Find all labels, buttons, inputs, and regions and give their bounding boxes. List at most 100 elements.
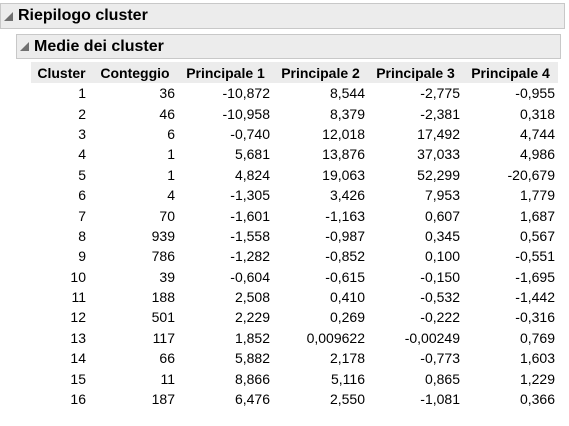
table-cell: 10 <box>70 268 86 285</box>
table-cell: 4,824 <box>234 166 270 183</box>
table-cell: 786 <box>151 248 175 265</box>
column-header[interactable]: Principale 4 <box>463 62 558 83</box>
table-cell: -1,282 <box>230 248 270 265</box>
table-cell: 0,318 <box>519 105 555 122</box>
table-cell: 501 <box>151 309 175 326</box>
table-cell: 13,876 <box>322 146 365 163</box>
table-cell: 39 <box>159 268 175 285</box>
table-cell: 5,882 <box>234 350 270 367</box>
table-cell: 70 <box>159 207 175 224</box>
table-row: 3 6 -0,740 12,018 17,492 4,744 <box>31 124 558 144</box>
column-header[interactable]: Principale 3 <box>368 62 463 83</box>
table-cell: 0,865 <box>424 370 460 387</box>
table-cell: 939 <box>151 227 175 244</box>
table-cell: 2,178 <box>329 350 365 367</box>
table-cell: -10,958 <box>222 105 270 122</box>
table-row: 9 786 -1,282 -0,852 0,100 -0,551 <box>31 246 558 266</box>
table-cell: 2 <box>78 105 86 122</box>
table-row: 7 70 -1,601 -1,163 0,607 1,687 <box>31 205 558 225</box>
table-cell: 5,681 <box>234 146 270 163</box>
outline-header-medie-dei-cluster[interactable]: Medie dei cluster <box>16 34 561 59</box>
column-header[interactable]: Conteggio <box>92 62 178 83</box>
table-cell: 12 <box>70 309 86 326</box>
table-cell: 0,607 <box>424 207 460 224</box>
table-cell: 4,986 <box>519 146 555 163</box>
table-cell: 3 <box>78 125 86 142</box>
table-header-row: Cluster Conteggio Principale 1 Principal… <box>31 62 558 83</box>
table-cell: 37,033 <box>417 146 460 163</box>
table-row: 16 187 6,476 2,550 -1,081 0,366 <box>31 389 558 409</box>
table-cell: 1,229 <box>519 370 555 387</box>
table-cell: 52,299 <box>417 166 460 183</box>
column-header[interactable]: Principale 2 <box>273 62 368 83</box>
cluster-means-table: Cluster Conteggio Principale 1 Principal… <box>31 62 558 409</box>
table-cell: 117 <box>152 329 175 346</box>
table-cell: 12,018 <box>322 125 365 142</box>
table-cell: 7 <box>78 207 86 224</box>
table-cell: 2,508 <box>234 289 270 306</box>
table-cell: -0,773 <box>420 350 460 367</box>
table-cell: 0,567 <box>519 227 555 244</box>
section-title: Medie dei cluster <box>34 37 164 55</box>
table-cell: 6 <box>167 125 175 142</box>
table-row: 5 1 4,824 19,063 52,299 -20,679 <box>31 165 558 185</box>
table-row: 12 501 2,229 0,269 -0,222 -0,316 <box>31 307 558 327</box>
table-cell: -0,222 <box>420 309 460 326</box>
table-cell: 4 <box>78 146 86 163</box>
outline-header-riepilogo-cluster[interactable]: Riepilogo cluster <box>0 3 565 29</box>
table-cell: 0,769 <box>519 329 555 346</box>
table-cell: 4,744 <box>519 125 555 142</box>
column-header[interactable]: Principale 1 <box>178 62 273 83</box>
table-cell: -2,775 <box>420 85 460 102</box>
table-cell: 188 <box>151 289 175 306</box>
table-cell: -0,532 <box>420 289 460 306</box>
table-cell: -1,695 <box>515 268 555 285</box>
table-cell: -1,601 <box>230 207 270 224</box>
disclosure-triangle-icon[interactable] <box>4 11 13 21</box>
table-cell: -0,551 <box>515 248 555 265</box>
table-cell: 9 <box>78 248 86 265</box>
table-cell: -1,558 <box>230 227 270 244</box>
table-cell: -1,163 <box>325 207 365 224</box>
table-cell: -20,679 <box>507 166 555 183</box>
table-row: 14 66 5,882 2,178 -0,773 1,603 <box>31 348 558 368</box>
table-cell: 1,779 <box>519 187 555 204</box>
table-cell: 19,063 <box>322 166 365 183</box>
table-cell: -0,604 <box>230 268 270 285</box>
table-cell: 1 <box>167 166 175 183</box>
table-cell: 1 <box>78 85 86 102</box>
table-cell: 6 <box>78 187 86 204</box>
disclosure-triangle-icon[interactable] <box>20 42 29 51</box>
table-cell: 46 <box>159 105 175 122</box>
column-header[interactable]: Cluster <box>31 62 92 83</box>
table-row: 13 117 1,852 0,009622 -0,00249 0,769 <box>31 328 558 348</box>
table-cell: 2,229 <box>234 309 270 326</box>
table-cell: 13 <box>70 329 86 346</box>
table-cell: 5 <box>78 166 86 183</box>
table-cell: 17,492 <box>417 125 460 142</box>
table-cell: -0,615 <box>325 268 365 285</box>
table-cell: 0,345 <box>424 227 460 244</box>
table-cell: 8,379 <box>329 105 365 122</box>
table-cell: 187 <box>151 391 175 408</box>
table-cell: 0,410 <box>329 289 365 306</box>
table-cell: -0,740 <box>230 125 270 142</box>
table-cell: 0,009622 <box>306 329 365 346</box>
table-row: 8 939 -1,558 -0,987 0,345 0,567 <box>31 226 558 246</box>
table-cell: -0,00249 <box>404 329 460 346</box>
table-row: 11 188 2,508 0,410 -0,532 -1,442 <box>31 287 558 307</box>
table-cell: 0,366 <box>519 391 555 408</box>
table-cell: 8 <box>78 227 86 244</box>
table-cell: 36 <box>159 85 175 102</box>
report-title: Riepilogo cluster <box>18 7 148 24</box>
table-cell: 2,550 <box>329 391 365 408</box>
table-row: 15 11 8,866 5,116 0,865 1,229 <box>31 368 558 388</box>
table-cell: 1,852 <box>234 329 270 346</box>
table-row: 6 4 -1,305 3,426 7,953 1,779 <box>31 185 558 205</box>
table-row: 4 1 5,681 13,876 37,033 4,986 <box>31 144 558 164</box>
table-cell: 1,687 <box>519 207 555 224</box>
table-row: 10 39 -0,604 -0,615 -0,150 -1,695 <box>31 267 558 287</box>
table-cell: 5,116 <box>331 370 365 387</box>
table-cell: 3,426 <box>329 187 365 204</box>
table-cell: -0,316 <box>515 309 555 326</box>
